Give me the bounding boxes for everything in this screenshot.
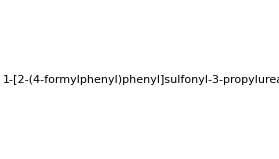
Text: 1-[2-(4-formylphenyl)phenyl]sulfonyl-3-propylurea: 1-[2-(4-formylphenyl)phenyl]sulfonyl-3-p… [3,75,279,85]
